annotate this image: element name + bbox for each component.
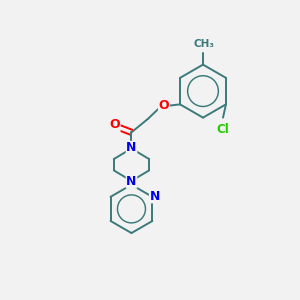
- Text: Cl: Cl: [216, 123, 229, 136]
- Text: N: N: [126, 175, 137, 188]
- Text: CH₃: CH₃: [193, 39, 214, 49]
- Text: O: O: [158, 99, 169, 112]
- Text: N: N: [126, 141, 137, 154]
- Text: O: O: [110, 118, 120, 131]
- Text: N: N: [149, 190, 160, 203]
